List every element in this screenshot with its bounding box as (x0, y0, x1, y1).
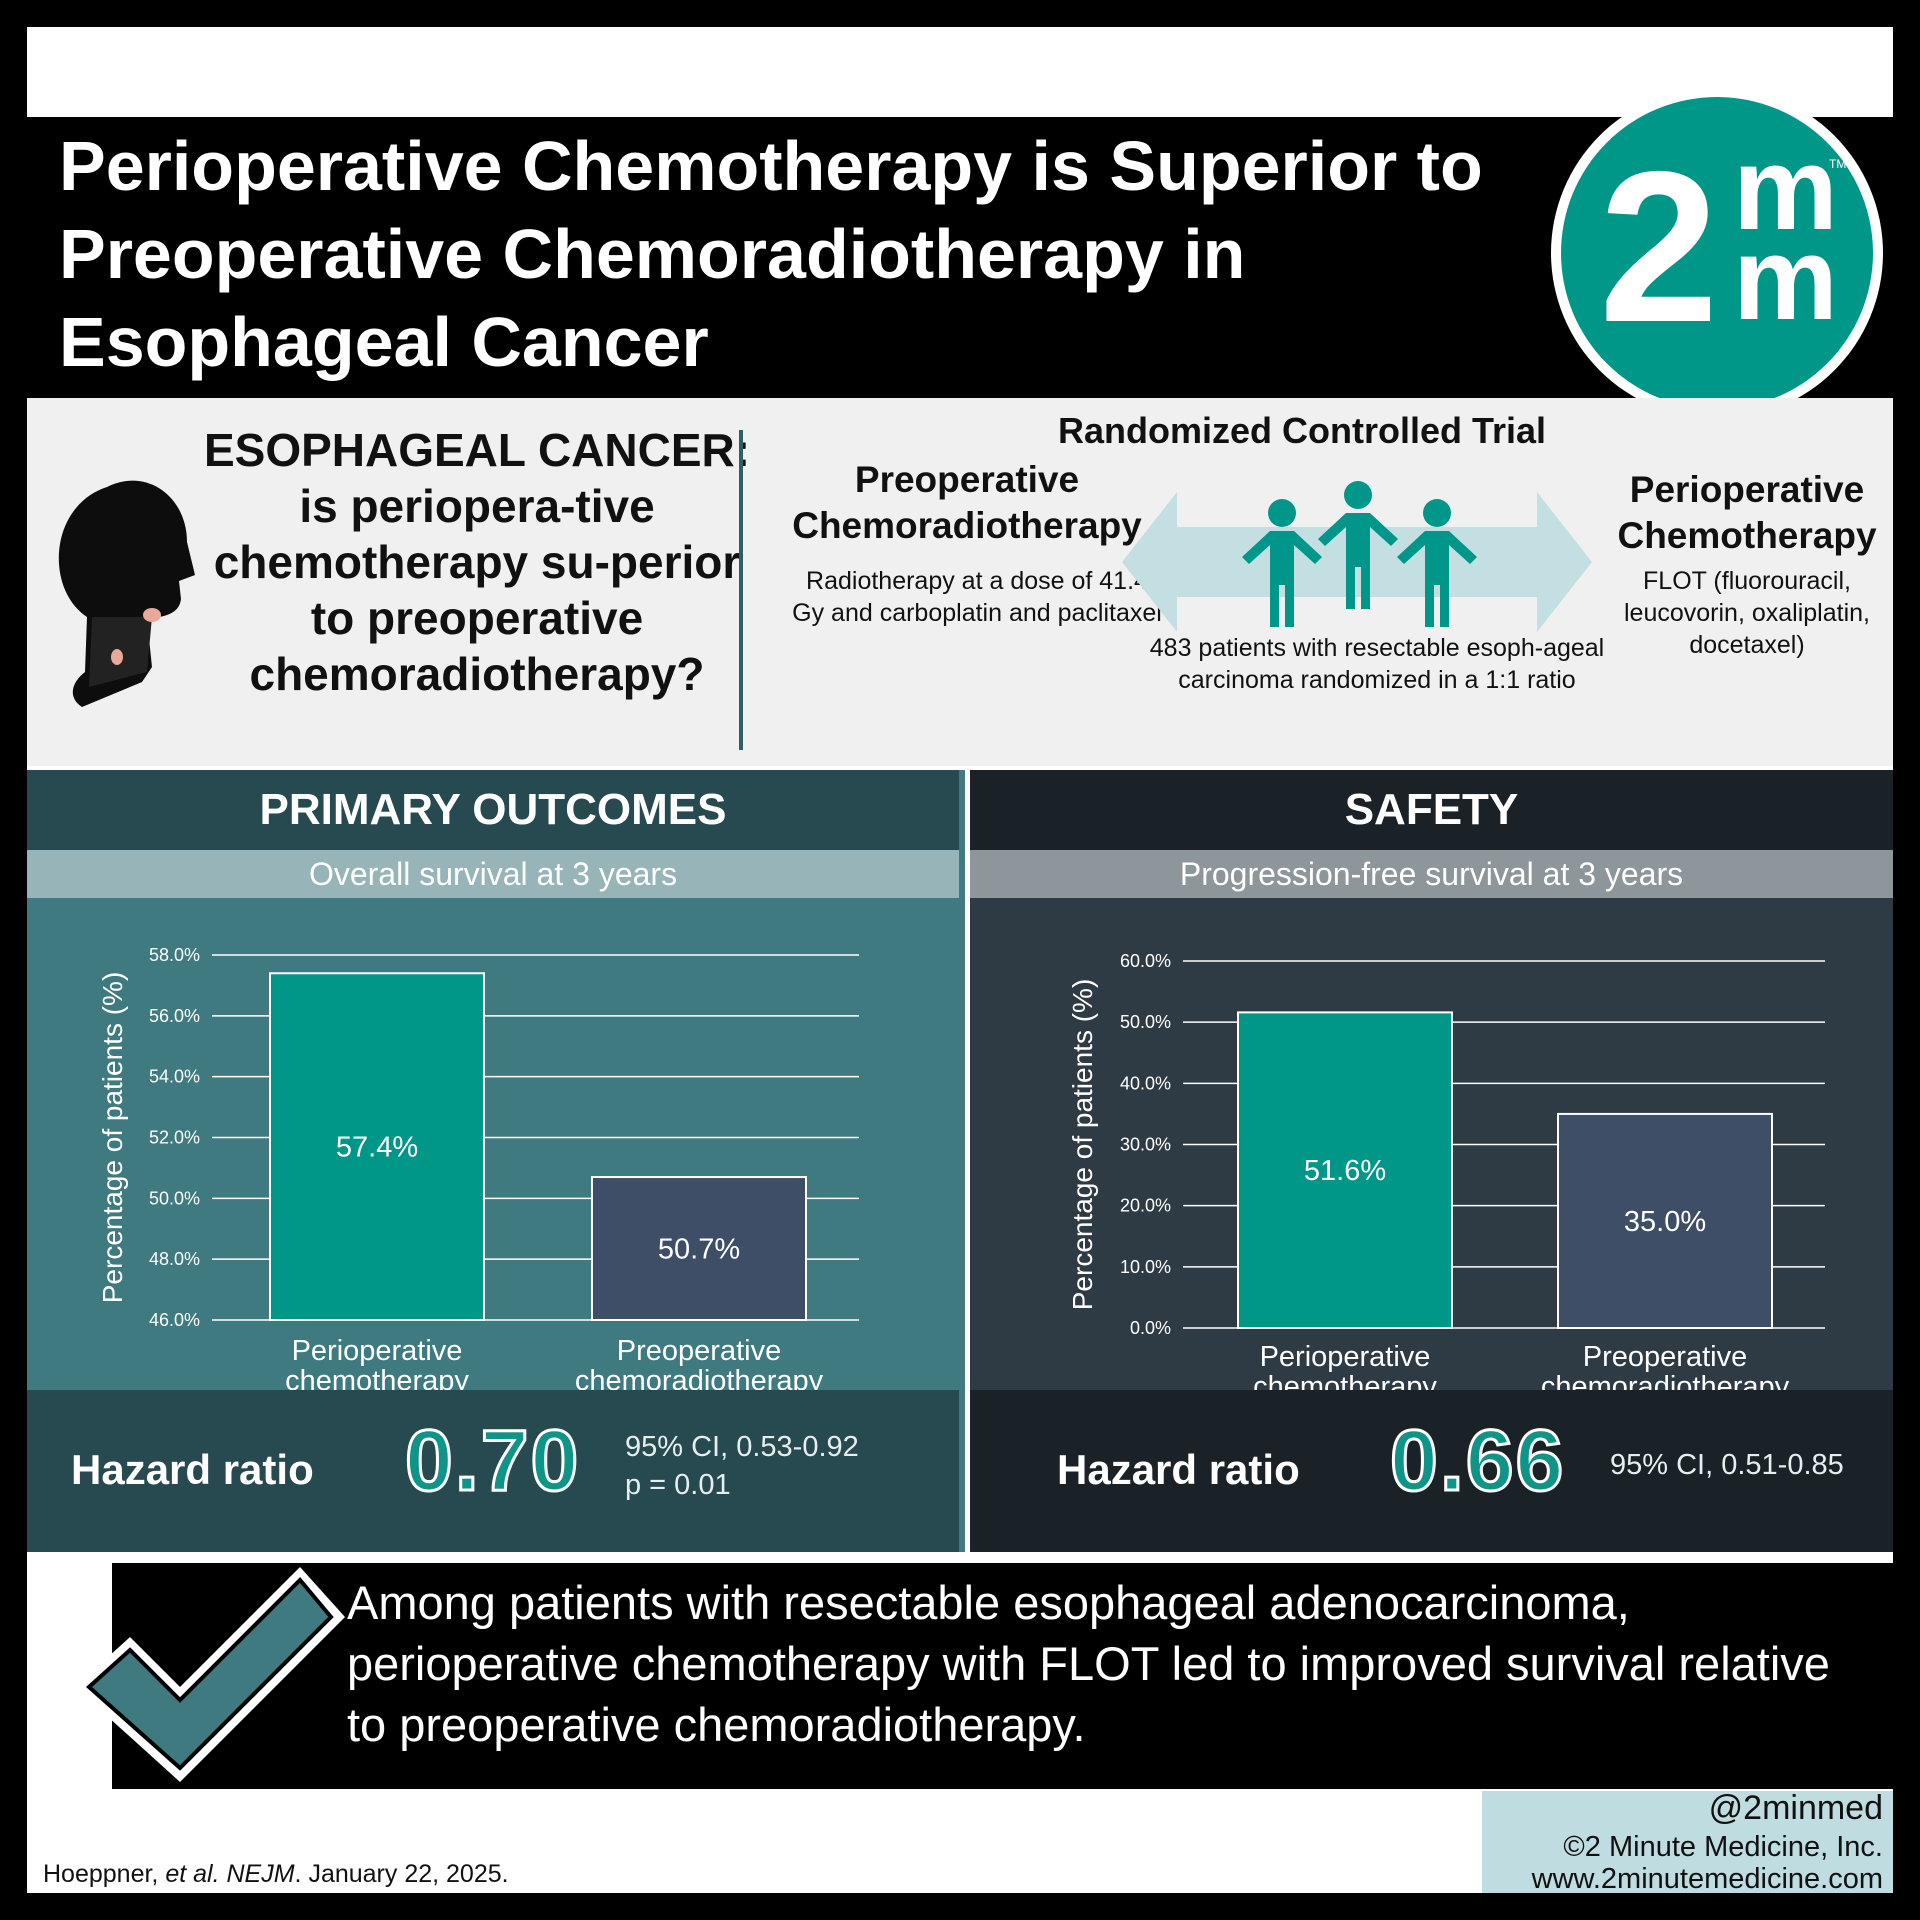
divider (739, 430, 743, 750)
overall-survival-chart: 46.0% 48.0% 50.0% 52.0% 54.0% 56.0% 58.0% Perce… (97, 945, 859, 1397)
y-tick-label: 46.0% (149, 1310, 200, 1330)
y-tick-label: 40.0% (1120, 1073, 1171, 1093)
progression-free-survival-chart: 0.0% 10.0% 20.0% 30.0% 40.0% 50.0% 60.0% Percen… (1067, 951, 1825, 1403)
citation-etal: et al. (165, 1860, 220, 1888)
category-label: Preoperative (617, 1335, 781, 1367)
citation-journal: NEJM (226, 1860, 295, 1888)
logo-letter-bottom: m (1733, 213, 1838, 345)
panel-separator (959, 770, 965, 1552)
head-silhouette-icon (58, 480, 195, 707)
logo-letter-top: m (1733, 123, 1838, 255)
brand-footer (1482, 1791, 1893, 1893)
hazard-ratio-value: 0.66 (1388, 1412, 1566, 1511)
citation-authors: Hoeppner, (43, 1860, 166, 1888)
primary-outcomes-subheading: Overall survival at 3 years (27, 850, 959, 898)
data-label: 57.4% (336, 1132, 418, 1164)
category-label: Perioperative (292, 1335, 463, 1367)
arm-left-description: Radiotherapy at a dose of 41.4 Gy and ca… (792, 567, 1162, 627)
y-tick-label: 10.0% (1120, 1257, 1171, 1277)
bar (1237, 1011, 1453, 1329)
logo-digit: 2 (1599, 126, 1719, 367)
patients-group-icon (1242, 481, 1477, 627)
y-tick-label: 56.0% (149, 1006, 200, 1026)
bar (591, 1176, 807, 1321)
p-value: p = 0.01 (625, 1469, 731, 1501)
primary-hazard-ratio-box: Hazard ratio 0.70 95% CI, 0.53-0.92 p = … (27, 1390, 959, 1552)
infographic-body: Perioperative Chemotherapy is Superior t… (27, 27, 1893, 1895)
y-tick-label: 48.0% (149, 1249, 200, 1269)
arm-left-title: Preoperative Chemoradiotherapy (792, 459, 1142, 546)
hazard-ratio-label: Hazard ratio (71, 1446, 314, 1493)
y-tick-label: 60.0% (1120, 951, 1171, 971)
study-band (27, 398, 1893, 766)
y-axis-label: Percentage of patients (%) (97, 972, 128, 1304)
citation: Hoeppner, et al. NEJM. January 22, 2025. (43, 1860, 509, 1889)
safety-heading: SAFETY (970, 770, 1893, 850)
data-label: 50.7% (658, 1234, 740, 1266)
logo-circle: 2 m m TM (1561, 97, 1873, 409)
y-tick-label: 30.0% (1120, 1135, 1171, 1155)
y-tick-label: 0.0% (1130, 1318, 1171, 1338)
y-tick-label: 54.0% (149, 1067, 200, 1087)
safety-hazard-ratio-box: Hazard ratio 0.66 95% CI, 0.51-0.85 (970, 1390, 1893, 1552)
patients-description: 483 patients with resectable esoph-ageal… (1149, 634, 1605, 694)
y-tick-label: 50.0% (149, 1188, 200, 1208)
y-axis-label: Percentage of patients (%) (1067, 979, 1098, 1311)
category-label: Perioperative (1260, 1341, 1431, 1373)
social-handle: @2minmed (1708, 1789, 1883, 1827)
y-tick-label: 20.0% (1120, 1196, 1171, 1216)
safety-chart-area: 0.0% 10.0% 20.0% 30.0% 40.0% 50.0% 60.0% Percen… (970, 898, 1893, 1403)
primary-outcomes-heading: PRIMARY OUTCOMES (27, 770, 959, 850)
confidence-interval: 95% CI, 0.51-0.85 (1610, 1449, 1844, 1481)
research-question: ESOPHAGEAL CANCER: is periopera-tive che… (203, 424, 751, 700)
arm-right-description: FLOT (fluorouracil, leucovorin, oxalipla… (1624, 567, 1870, 659)
category-label: chemotherapy (285, 1365, 469, 1390)
copyright: ©2 Minute Medicine, Inc. (1563, 1831, 1883, 1863)
trial-design-title: Randomized Controlled Trial (1057, 410, 1547, 451)
citation-date: . January 22, 2025. (294, 1860, 509, 1888)
conclusion-text: Among patients with resectable esophagea… (347, 1576, 1830, 1751)
hazard-ratio-value: 0.70 (403, 1412, 581, 1511)
category-label: chemotherapy (1253, 1371, 1437, 1390)
data-label: 51.6% (1304, 1155, 1386, 1187)
bar (1557, 1112, 1773, 1329)
category-label: chemoradiotherapy (575, 1365, 824, 1390)
website-link[interactable]: www.2minutemedicine.com (1531, 1863, 1883, 1895)
logo-trademark: TM (1829, 157, 1847, 171)
category-label: chemoradiotherapy (1541, 1371, 1790, 1390)
bar (269, 972, 485, 1321)
primary-chart-area: 46.0% 48.0% 50.0% 52.0% 54.0% 56.0% 58.0% Perce… (27, 898, 959, 1397)
hazard-ratio-label: Hazard ratio (1057, 1446, 1300, 1493)
confidence-interval: 95% CI, 0.53-0.92 (625, 1431, 859, 1463)
data-label: 35.0% (1624, 1206, 1706, 1238)
y-tick-label: 52.0% (149, 1128, 200, 1148)
category-label: Preoperative (1583, 1341, 1747, 1373)
brand-logo: 2 m m TM (1551, 87, 1883, 419)
conclusion-box (112, 1563, 1893, 1789)
checkmark-icon (75, 1567, 345, 1782)
arm-right-title: Perioperative Chemotherapy (1617, 469, 1877, 556)
safety-subheading: Progression-free survival at 3 years (970, 850, 1893, 898)
y-tick-label: 58.0% (149, 945, 200, 965)
page-title: Perioperative Chemotherapy is Superior t… (59, 127, 1483, 381)
y-tick-label: 50.0% (1120, 1012, 1171, 1032)
